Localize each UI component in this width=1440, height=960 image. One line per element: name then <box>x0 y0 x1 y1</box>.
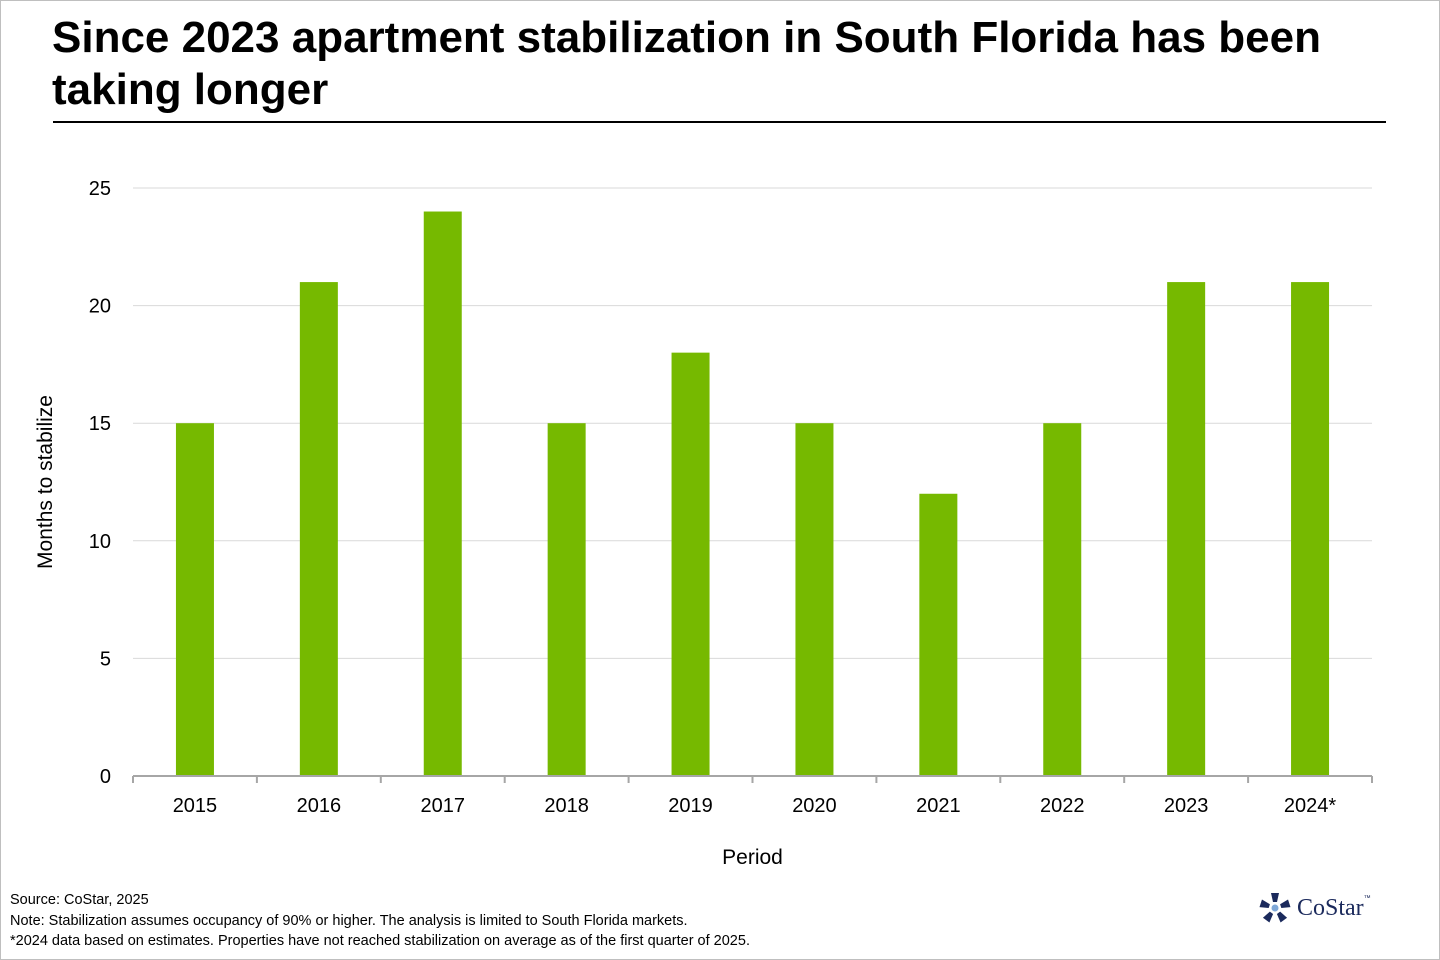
x-axis-tick-labels: 2015 2016 2017 2018 2019 2020 2021 2022 2023 2024… <box>173 795 1337 817</box>
gridlines <box>133 187 1372 659</box>
estimate-note: *2024 data based on estimates. Propertie… <box>10 933 750 949</box>
y-tick-label: 15 <box>89 413 111 435</box>
chart-title: Since 2023 apartment stabilization in So… <box>52 13 1321 114</box>
x-tick-label: 2021 <box>916 795 961 817</box>
bar-2020 <box>795 423 834 776</box>
bar-2022 <box>1043 423 1082 776</box>
bar-2023 <box>1167 282 1206 776</box>
bar-2018 <box>547 423 586 776</box>
costar-logo: CoStar™ <box>1259 890 1389 926</box>
title-divider <box>53 121 1386 123</box>
costar-wordmark: CoStar™ <box>1297 894 1371 921</box>
bar-2016 <box>299 282 338 776</box>
x-tick-label: 2018 <box>544 795 589 817</box>
x-tick-label: 2023 <box>1164 795 1209 817</box>
bar-2015 <box>175 423 214 776</box>
chart-footer: Source: CoStar, 2025 Note: Stabilization… <box>10 890 750 952</box>
x-tick-label: 2017 <box>421 795 466 817</box>
y-tick-label: 10 <box>89 531 111 553</box>
x-tick-label: 2022 <box>1040 795 1085 817</box>
source-note: Source: CoStar, 2025 <box>10 892 149 908</box>
x-tick-label: 2020 <box>792 795 837 817</box>
x-tick-label: 2024* <box>1284 795 1336 817</box>
bar-2024* <box>1291 282 1330 776</box>
y-axis-tick-labels: 0 5 10 15 20 25 <box>89 178 111 788</box>
x-tick-label: 2016 <box>297 795 342 817</box>
methodology-note: Note: Stabilization assumes occupancy of… <box>10 912 688 929</box>
bar-2017 <box>423 211 462 776</box>
bar-series <box>175 211 1330 776</box>
costar-star-icon <box>1259 893 1291 923</box>
x-axis-label: Period <box>722 846 783 869</box>
y-tick-label: 20 <box>89 296 111 318</box>
y-axis-label: Months to stabilize <box>34 395 57 569</box>
x-tick-label: 2019 <box>668 795 713 817</box>
bar-2019 <box>671 352 710 776</box>
y-tick-label: 25 <box>89 178 111 200</box>
y-tick-label: 5 <box>100 648 111 670</box>
x-axis <box>132 775 1373 783</box>
y-tick-label: 0 <box>100 766 111 788</box>
bar-2021 <box>919 493 958 776</box>
x-tick-label: 2015 <box>173 795 218 817</box>
